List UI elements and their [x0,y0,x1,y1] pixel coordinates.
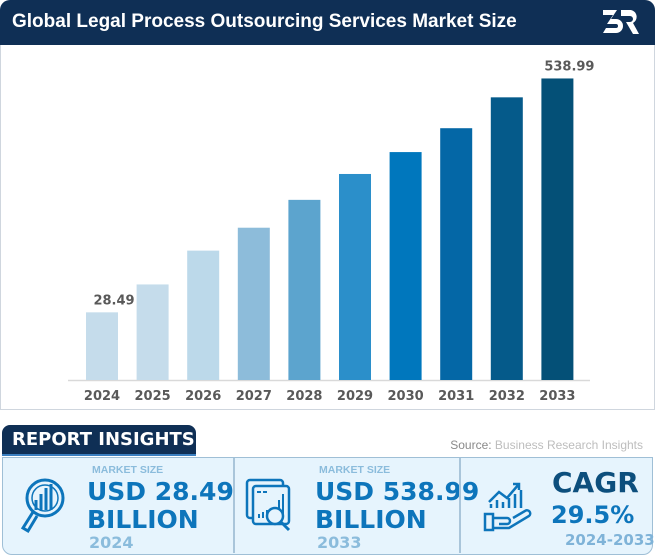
market-size-label: MARKET SIZE [92,464,164,476]
dashboard-search-icon [245,478,291,532]
market-size-2024-card: MARKET SIZE USD 28.49 BILLION 2024 [3,458,234,553]
divider [459,458,461,553]
source-prefix: Source: [450,438,492,452]
insights-panel: MARKET SIZE USD 28.49 BILLION 2024 MARKE… [2,457,655,555]
market-size-value: USD 538.99 [315,477,480,506]
bar-2027 [237,227,270,380]
bar-2033 [541,78,574,380]
market-size-value: USD 28.49 [87,477,234,506]
chart-title: Global Legal Process Outsourcing Service… [12,11,517,32]
x-tick-label: 2024 [84,389,120,404]
market-size-year: 2024 [89,533,134,552]
brand-logo-icon [603,10,639,34]
bar-chart: 2024 28.49 2025 2026 2027 2028 2029 2030 2031 203… [68,59,594,404]
cagr-value: 29.5% [551,501,635,529]
x-tick-label: 2027 [236,389,272,404]
bar-2030 [389,152,422,380]
market-size-2033-card: MARKET SIZE USD 538.99 BILLION 2033 [235,458,479,553]
x-tick-label: 2030 [388,389,424,404]
bar-2025 [136,284,169,380]
market-size-label: MARKET SIZE [319,464,391,476]
bar-2031 [440,128,473,380]
magnifier-chart-icon [20,478,65,534]
data-label: 28.49 [93,293,134,308]
x-tick-label: 2032 [489,389,525,404]
header-bar: Global Legal Process Outsourcing Service… [0,0,655,45]
bar-2028 [288,199,321,380]
bar-2026 [187,250,220,380]
market-size-unit: BILLION [87,505,199,534]
data-label: 538.99 [544,59,594,74]
x-tick-label: 2029 [337,389,373,404]
market-size-year: 2033 [317,533,362,552]
bar-2032 [490,97,523,380]
cagr-label: CAGR [552,466,639,499]
x-tick-label: 2025 [135,389,171,404]
source-name: Business Research Insights [491,438,643,452]
source-note: Source: Business Research Insights [450,438,643,452]
bar-2029 [339,173,371,380]
cagr-card: CAGR 29.5% 2024-2033 [461,458,655,553]
x-tick-label: 2026 [185,389,221,404]
x-tick-label: 2033 [539,389,575,404]
report-insights-tab: REPORT INSIGHTS [2,425,196,456]
divider [233,458,235,553]
x-tick-label: 2028 [286,389,322,404]
bar-2024 [86,312,118,380]
cagr-period: 2024-2033 [565,531,655,549]
x-tick-label: 2031 [438,389,474,404]
market-size-unit: BILLION [315,505,427,534]
growth-hand-icon [483,482,532,532]
